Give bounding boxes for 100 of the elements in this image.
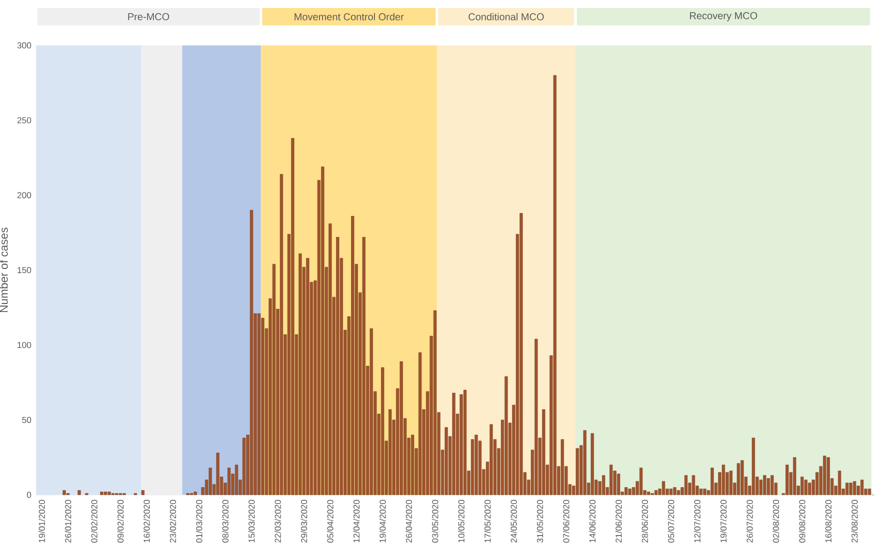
- bar: [208, 468, 212, 495]
- bar: [534, 338, 538, 495]
- bar: [654, 490, 658, 495]
- bar: [692, 475, 696, 495]
- bar: [800, 476, 804, 495]
- bar: [846, 482, 849, 495]
- bar: [520, 212, 523, 495]
- x-tick-label: 09/08/2020: [798, 500, 806, 543]
- bar: [242, 438, 246, 495]
- band-label: Recovery MCO: [690, 12, 758, 22]
- bar: [640, 468, 643, 495]
- x-tick-label: 01/03/2020: [196, 500, 202, 543]
- bar: [78, 490, 81, 495]
- bar: [722, 464, 725, 495]
- bar: [804, 480, 808, 495]
- bar: [351, 216, 354, 495]
- x-tick-label: 05/04/2020: [326, 500, 334, 543]
- bar: [418, 352, 422, 495]
- bar: [583, 430, 586, 495]
- bar: [370, 328, 373, 495]
- bar: [553, 75, 556, 495]
- bar: [411, 434, 414, 495]
- bar: [362, 236, 366, 495]
- y-tick-label: 250: [17, 117, 32, 124]
- bar: [838, 470, 842, 495]
- bar: [703, 488, 706, 495]
- y-tick-label: 150: [18, 266, 32, 274]
- bar: [434, 310, 437, 495]
- bar: [699, 488, 703, 495]
- x-tick-label: 09/02/2020: [117, 500, 124, 543]
- bar: [104, 492, 107, 495]
- bar: [752, 438, 755, 495]
- bar: [576, 448, 579, 495]
- bar: [617, 474, 620, 495]
- x-tick-label: 16/02/2020: [143, 500, 150, 542]
- bar: [490, 424, 493, 495]
- bar: [194, 492, 197, 495]
- bar: [624, 487, 628, 495]
- y-tick-label: 200: [17, 192, 32, 198]
- bar: [100, 492, 104, 495]
- x-tick-label: 19/07/2020: [720, 500, 727, 542]
- bar: [673, 487, 676, 495]
- bar: [321, 166, 324, 495]
- x-tick-label: 21/06/2020: [615, 500, 622, 542]
- bar: [823, 456, 826, 495]
- bar: [228, 468, 231, 495]
- bar: [676, 490, 680, 495]
- x-tick-label: 23/02/2020: [170, 500, 176, 542]
- bar: [770, 475, 774, 495]
- bar: [108, 492, 111, 495]
- bar: [684, 475, 688, 495]
- bar: [257, 313, 261, 495]
- x-tick-label: 19/04/2020: [379, 500, 386, 542]
- bar: [381, 367, 384, 495]
- x-tick-label: 23/08/2020: [851, 500, 858, 542]
- bar: [542, 409, 546, 495]
- bar: [444, 427, 448, 495]
- y-tick-label: 300: [17, 42, 32, 48]
- bar: [860, 480, 864, 495]
- band-label: Movement Control Order: [294, 12, 404, 20]
- bar: [669, 488, 673, 495]
- x-tick-label: 17/05/2020: [484, 500, 491, 542]
- bar: [250, 210, 254, 495]
- bar: [474, 434, 478, 495]
- x-tick-label: 03/05/2020: [432, 500, 438, 543]
- x-tick-label: 26/01/2020: [64, 500, 72, 542]
- bar: [602, 475, 606, 495]
- x-tick-label: 29/03/2020: [300, 500, 308, 542]
- x-tick-label: 31/05/2020: [536, 500, 544, 543]
- x-tick-label: 02/02/2020: [91, 500, 98, 543]
- bar: [388, 409, 392, 495]
- bar: [234, 464, 238, 495]
- bar: [849, 482, 852, 495]
- bar: [306, 258, 310, 495]
- y-tick-label: 0: [26, 492, 32, 498]
- bar: [736, 463, 740, 495]
- bar: [590, 433, 594, 495]
- bar: [463, 390, 467, 495]
- bar: [328, 223, 332, 495]
- bar: [826, 457, 830, 495]
- bar: [786, 464, 789, 495]
- x-tick-label: 26/07/2020: [746, 500, 753, 542]
- bar: [710, 468, 714, 495]
- bar: [740, 460, 744, 495]
- bar: [793, 457, 796, 495]
- bar: [808, 482, 812, 495]
- x-tick-label: 07/06/2020: [562, 500, 570, 543]
- bar: [62, 490, 66, 495]
- bar: [272, 264, 276, 495]
- bar: [729, 470, 732, 495]
- bar: [452, 392, 456, 495]
- bar: [763, 475, 766, 495]
- x-tick-label: 05/07/2020: [668, 500, 674, 543]
- bar: [560, 439, 564, 495]
- bar: [852, 481, 856, 495]
- bar: [662, 481, 666, 495]
- bar: [868, 488, 872, 495]
- x-tick-label: 12/07/2020: [694, 500, 700, 542]
- band-label: Pre-MCO: [128, 13, 170, 20]
- x-tick-label: 10/05/2020: [458, 500, 464, 542]
